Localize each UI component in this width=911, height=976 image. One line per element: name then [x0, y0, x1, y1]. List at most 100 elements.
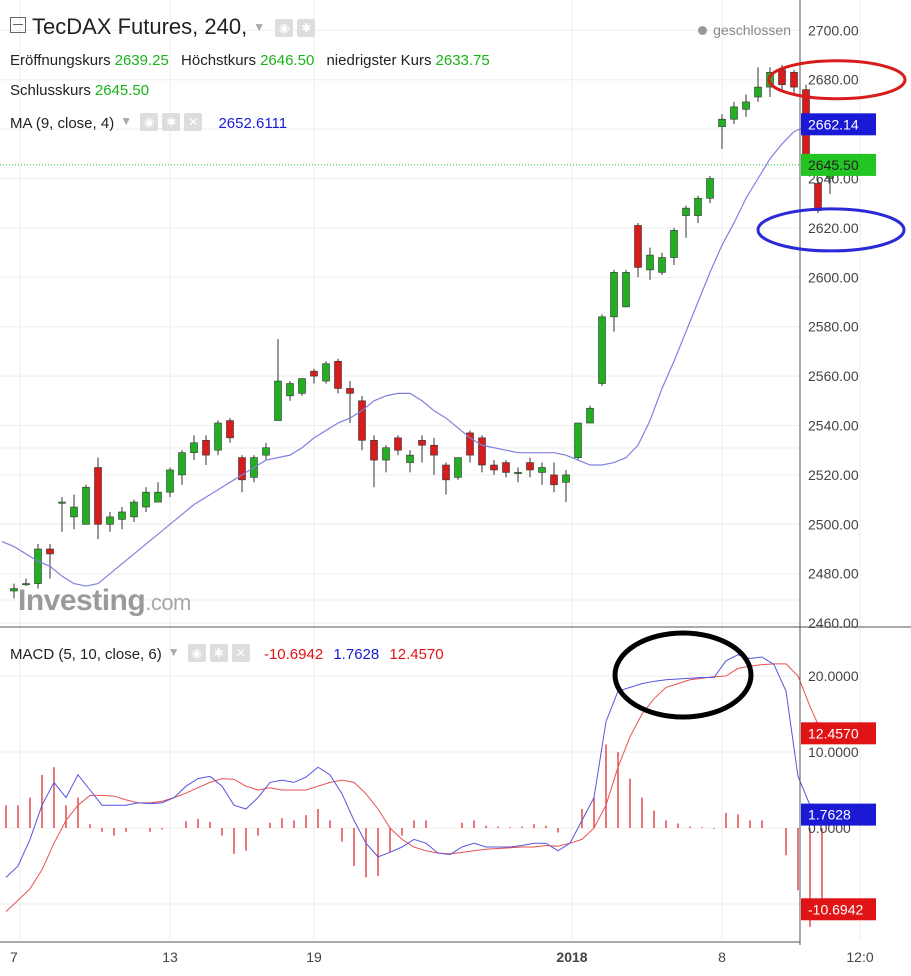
ma-legend: MA (9, close, 4) ▼ ◉ ✱ ✕ 2652.6111: [10, 113, 287, 132]
candle-down: [394, 437, 402, 451]
candle-up: [58, 501, 66, 504]
candle-up: [118, 511, 126, 520]
candle-down: [334, 360, 342, 389]
candle-down: [346, 388, 354, 394]
candle-down: [550, 474, 558, 486]
candle-up: [322, 363, 330, 382]
time-tick-label: 8: [718, 949, 726, 965]
blue-annotation-ellipse: [756, 207, 906, 253]
chevron-down-icon[interactable]: ▼: [120, 114, 133, 128]
price-tick-label: 2580.00: [808, 319, 859, 335]
candle-up: [34, 548, 42, 584]
gear-icon[interactable]: ✱: [209, 644, 228, 662]
eye-icon[interactable]: ◉: [187, 644, 206, 662]
candle-up: [214, 422, 222, 451]
signal-line: [5, 663, 823, 912]
macd-line-value: 1.7628: [333, 646, 380, 663]
last-price-flag: 2645.50: [808, 157, 859, 173]
time-tick-label: 7: [10, 949, 18, 965]
gear-icon[interactable]: ✱: [162, 113, 181, 131]
time-tick-label: 2018: [556, 949, 587, 965]
candle-down: [466, 432, 474, 456]
annotations: [612, 59, 907, 720]
logo-suffix: .com: [145, 590, 191, 615]
macd-pane: [5, 654, 823, 927]
grid: [0, 0, 861, 940]
price-tick-label: 2620.00: [808, 220, 859, 236]
close-row: Schlusskurs 2645.50: [10, 82, 149, 99]
candle-down: [430, 444, 438, 456]
price-tick-label: 2500.00: [808, 516, 859, 532]
candle-up: [10, 588, 18, 592]
candle-down: [310, 370, 318, 377]
price-tick-label: 2600.00: [808, 269, 859, 285]
investing-logo: Investing.com: [18, 584, 191, 618]
macd-flag: 1.7628: [808, 807, 851, 823]
candle-up: [142, 491, 150, 508]
eye-icon[interactable]: ◉: [275, 19, 294, 37]
candle-down: [226, 420, 234, 439]
ma-label[interactable]: MA (9, close, 4): [10, 115, 115, 132]
macd-flag-bg: [801, 803, 876, 826]
ohlc-row: Eröffnungskurs 2639.25 Höchstkurs 2646.50 …: [10, 52, 490, 69]
candle-up: [166, 469, 174, 493]
macd-tick-label: 20.0000: [808, 668, 859, 684]
chevron-down-icon[interactable]: ▼: [167, 645, 180, 659]
candle-down: [202, 440, 210, 456]
high-label: Höchstkurs: [181, 52, 257, 69]
candle-down: [634, 225, 642, 268]
signal-flag: 12.4570: [808, 725, 859, 741]
signal-flag-bg: [801, 722, 876, 745]
candle-down: [502, 462, 510, 473]
candle-up: [154, 491, 162, 503]
candle-up: [274, 380, 282, 421]
time-tick-label: 12:0: [846, 949, 873, 965]
candle-down: [370, 440, 378, 461]
candle-down: [490, 464, 498, 471]
collapse-icon[interactable]: [10, 17, 26, 33]
ma-price-flag: 2662.14: [808, 116, 859, 132]
candle-up: [70, 506, 78, 518]
macd-signal-value: 12.4570: [389, 646, 444, 663]
status-label: geschlossen: [713, 22, 791, 38]
close-icon[interactable]: ✕: [231, 644, 250, 662]
candle-up: [742, 101, 750, 110]
chart-title: TecDAX Futures, 240,: [32, 14, 248, 39]
candle-up: [562, 474, 570, 483]
candle-up: [574, 422, 582, 458]
candle-up: [754, 86, 762, 98]
candle-up: [610, 272, 618, 318]
gear-icon[interactable]: ✱: [297, 19, 316, 37]
candle-up: [514, 472, 522, 474]
candle-up: [622, 272, 630, 308]
close-icon[interactable]: ✕: [184, 113, 203, 131]
macd-label[interactable]: MACD (5, 10, close, 6): [10, 646, 162, 663]
time-tick-label: 19: [306, 949, 322, 965]
candle-up: [694, 197, 702, 216]
candle-up: [130, 501, 138, 518]
candle-down: [778, 69, 786, 85]
macd-tick-label: 10.0000: [808, 744, 859, 760]
candle-up: [454, 457, 462, 478]
macd-line: [5, 654, 823, 878]
candle-up: [538, 467, 546, 473]
candle-down: [358, 400, 366, 441]
candle-up: [406, 454, 414, 463]
price-tick-label: 2560.00: [808, 368, 859, 384]
candle-up: [382, 447, 390, 461]
price-pane: [0, 64, 834, 599]
high-value: 2646.50: [260, 52, 315, 69]
eye-icon[interactable]: ◉: [140, 113, 159, 131]
ma-line: [1, 123, 819, 587]
ma-value: 2652.6111: [218, 115, 288, 132]
candle-up: [646, 254, 654, 271]
candle-up: [178, 452, 186, 476]
black-annotation-ellipse: [612, 630, 754, 720]
chevron-down-icon[interactable]: ▼: [253, 20, 266, 34]
price-tick-label: 2460.00: [808, 615, 859, 631]
candle-up: [598, 316, 606, 384]
macd-legend: MACD (5, 10, close, 6) ▼ ◉ ✱ ✕ -10.6942 1.7…: [10, 644, 444, 663]
hist-flag-bg: [801, 898, 876, 921]
